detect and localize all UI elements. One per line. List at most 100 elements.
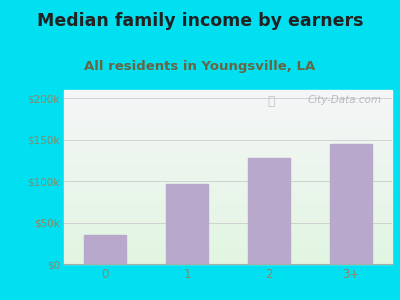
Bar: [64, 156, 392, 158]
Bar: [64, 116, 392, 118]
Text: All residents in Youngsville, LA: All residents in Youngsville, LA: [84, 60, 316, 73]
Bar: [64, 121, 392, 123]
Bar: [64, 137, 392, 139]
Bar: [64, 214, 392, 215]
Bar: [64, 151, 392, 153]
Bar: [64, 231, 392, 233]
Bar: [64, 222, 392, 224]
Bar: [64, 168, 392, 170]
Bar: [64, 177, 392, 179]
Bar: [64, 186, 392, 188]
Bar: [64, 144, 392, 146]
Bar: [64, 161, 392, 163]
Bar: [64, 118, 392, 120]
Bar: [64, 245, 392, 247]
Bar: [64, 114, 392, 116]
Bar: [64, 220, 392, 222]
Bar: [248, 158, 290, 264]
Bar: [64, 226, 392, 227]
Bar: [64, 95, 392, 97]
Bar: [64, 215, 392, 217]
Bar: [64, 217, 392, 219]
Bar: [64, 260, 392, 262]
Bar: [64, 242, 392, 243]
Bar: [64, 135, 392, 137]
Bar: [64, 234, 392, 236]
Bar: [64, 104, 392, 106]
Bar: [64, 252, 392, 254]
Bar: [64, 212, 392, 214]
Bar: [64, 193, 392, 194]
Bar: [64, 229, 392, 231]
Bar: [64, 262, 392, 264]
Bar: [64, 139, 392, 140]
Bar: [64, 90, 392, 92]
Bar: [64, 173, 392, 175]
Bar: [64, 184, 392, 186]
Bar: [64, 130, 392, 132]
Bar: [64, 112, 392, 114]
Bar: [64, 250, 392, 252]
Bar: [64, 153, 392, 154]
Bar: [64, 198, 392, 200]
Bar: [64, 163, 392, 165]
Bar: [64, 154, 392, 156]
Bar: [64, 257, 392, 259]
Bar: [64, 248, 392, 250]
Bar: [64, 146, 392, 147]
Bar: [64, 125, 392, 127]
Bar: [64, 259, 392, 260]
Bar: [64, 99, 392, 100]
Bar: [64, 175, 392, 177]
Bar: [64, 255, 392, 257]
Bar: [64, 167, 392, 168]
Bar: [64, 100, 392, 102]
Bar: [64, 109, 392, 111]
Bar: [64, 97, 392, 99]
Bar: [64, 208, 392, 210]
Bar: [64, 128, 392, 130]
Bar: [64, 142, 392, 144]
Text: Median family income by earners: Median family income by earners: [37, 12, 363, 30]
Bar: [64, 134, 392, 135]
Bar: [64, 120, 392, 121]
Bar: [64, 160, 392, 161]
Bar: [84, 235, 126, 264]
Bar: [64, 182, 392, 184]
Bar: [64, 207, 392, 208]
Bar: [64, 191, 392, 193]
Bar: [64, 238, 392, 240]
Bar: [64, 194, 392, 196]
Bar: [64, 219, 392, 220]
Bar: [64, 243, 392, 245]
Bar: [64, 158, 392, 160]
Bar: [64, 188, 392, 189]
Bar: [64, 172, 392, 173]
Bar: [64, 111, 392, 112]
Bar: [64, 205, 392, 207]
Bar: [64, 149, 392, 151]
Bar: [64, 147, 392, 149]
Bar: [64, 224, 392, 226]
Bar: [64, 196, 392, 198]
Bar: [64, 203, 392, 205]
Bar: [64, 94, 392, 95]
Bar: [64, 132, 392, 134]
Text: City-Data.com: City-Data.com: [308, 95, 382, 105]
Bar: [64, 181, 392, 182]
Bar: [64, 92, 392, 94]
Bar: [64, 189, 392, 191]
Bar: [64, 170, 392, 172]
Bar: [64, 179, 392, 181]
Bar: [64, 107, 392, 109]
Bar: [330, 144, 372, 264]
Bar: [166, 184, 208, 264]
Bar: [64, 106, 392, 107]
Text: Ⓠ: Ⓠ: [267, 95, 275, 108]
Bar: [64, 254, 392, 255]
Bar: [64, 127, 392, 128]
Bar: [64, 236, 392, 238]
Bar: [64, 210, 392, 212]
Bar: [64, 200, 392, 201]
Bar: [64, 140, 392, 142]
